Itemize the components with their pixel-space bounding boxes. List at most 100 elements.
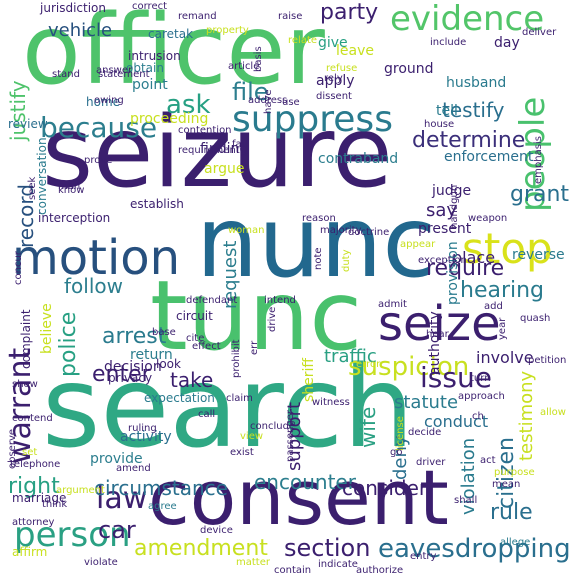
cloud-word-seize: seize: [378, 296, 501, 352]
cloud-word-dissent: dissent: [316, 91, 352, 102]
cloud-word-traffic: traffic: [324, 346, 377, 367]
cloud-word-officer: officer: [22, 0, 325, 106]
cloud-word-affirm: affirm: [12, 545, 48, 559]
cloud-word-stop: stop: [462, 224, 553, 273]
cloud-word-testimony: testimony: [516, 370, 537, 462]
cloud-word-license: license: [395, 415, 406, 451]
cloud-word-establish: establish: [130, 197, 184, 211]
cloud-word-admit: admit: [378, 299, 407, 310]
cloud-word-involve: involve: [476, 348, 534, 367]
cloud-word-show: show: [12, 379, 38, 390]
cloud-word-man: man: [58, 181, 81, 192]
cloud-word-indicate: indicate: [318, 559, 358, 570]
cloud-word-judge: judge: [432, 183, 472, 199]
cloud-word-shall: shall: [454, 495, 478, 506]
cloud-word-enter: enter: [92, 362, 151, 387]
cloud-word-device: device: [200, 525, 233, 536]
cloud-word-complaint: complaint: [19, 309, 33, 370]
cloud-word-reverse: reverse: [512, 247, 565, 263]
cloud-word-turn: turn: [470, 373, 491, 384]
cloud-word-section: section: [284, 534, 371, 562]
cloud-word-exist: exist: [230, 447, 254, 458]
cloud-word-reason: reason: [302, 213, 336, 224]
cloud-word-believe: believe: [39, 303, 55, 354]
cloud-word-seek: seek: [27, 176, 38, 200]
cloud-word-day: day: [494, 35, 520, 51]
cloud-word-agree: agree: [148, 501, 177, 512]
cloud-word-point: point: [132, 77, 168, 93]
cloud-word-authorize: authorize: [356, 565, 404, 576]
cloud-word-relate: relate: [288, 35, 318, 46]
cloud-word-privacy: privacy: [108, 371, 153, 385]
cloud-word-attorney: attorney: [12, 517, 55, 528]
cloud-word-entry: entry: [410, 551, 437, 562]
cloud-word-encounter: encounter: [254, 470, 356, 494]
cloud-word-grant: grant: [510, 182, 570, 207]
cloud-word-contention: contention: [178, 125, 232, 136]
cloud-word-conduct: conduct: [424, 412, 489, 431]
cloud-word-year: year: [497, 317, 508, 340]
cloud-word-search: search: [42, 343, 415, 473]
cloud-word-marriage: marriage: [12, 491, 67, 505]
cloud-word-argument: argument: [56, 485, 105, 496]
cloud-word-statement: statement: [98, 69, 150, 80]
cloud-word-obtain: obtain: [126, 61, 164, 75]
cloud-word-provide: provide: [90, 451, 143, 467]
cloud-word-give: give: [318, 35, 348, 51]
cloud-word-error: error: [356, 359, 381, 370]
cloud-word-determine: determine: [412, 128, 526, 153]
cloud-word-motion: motion: [12, 230, 181, 286]
cloud-word-raise: raise: [278, 11, 303, 22]
cloud-word-call: call: [198, 409, 216, 420]
cloud-word-err: err: [249, 340, 260, 355]
cloud-word-police: police: [56, 311, 81, 377]
cloud-word-quash: quash: [520, 313, 551, 324]
cloud-word-provision: provision: [445, 241, 461, 306]
cloud-word-circuit: circuit: [176, 309, 213, 323]
cloud-word-prove: prove: [84, 155, 113, 166]
cloud-word-authority: authority: [427, 311, 443, 376]
cloud-word-contend: contend: [12, 413, 53, 424]
cloud-word-petition: petition: [528, 355, 567, 366]
cloud-word-approach: approach: [458, 391, 505, 402]
cloud-word-statute: statute: [394, 392, 459, 413]
cloud-word-nunc: nunc: [196, 186, 437, 300]
cloud-word-right: right: [8, 474, 60, 499]
cloud-word-mean: mean: [492, 479, 521, 490]
cloud-word-decision: decision: [104, 359, 162, 375]
cloud-word-remand: remand: [178, 11, 217, 22]
cloud-word-think: think: [42, 499, 68, 510]
cloud-word-amend: amend: [116, 463, 151, 474]
cloud-word-majority: majority: [320, 225, 362, 236]
cloud-word-concur: concur: [13, 251, 24, 285]
cloud-word-take: take: [170, 368, 214, 392]
cloud-word-act: act: [480, 455, 496, 466]
cloud-word-article: article: [228, 61, 260, 72]
cloud-word-house: house: [424, 119, 455, 130]
cloud-word-drive: drive: [267, 306, 278, 332]
cloud-word-know: know: [58, 185, 85, 196]
cloud-word-violate: violate: [84, 557, 118, 568]
cloud-word-husband: husband: [446, 75, 507, 91]
cloud-word-base: base: [152, 327, 176, 338]
cloud-word-passenger: passenger: [285, 409, 296, 462]
cloud-word-proceeding: proceeding: [130, 111, 209, 127]
cloud-word-require: require: [426, 256, 505, 281]
cloud-word-include: include: [430, 37, 467, 48]
cloud-word-interception: interception: [38, 211, 111, 225]
cloud-word-intend: intend: [264, 295, 296, 306]
cloud-word-hearing: hearing: [460, 278, 545, 303]
cloud-word-address: address: [248, 95, 288, 106]
cloud-word-ground: ground: [384, 61, 434, 77]
cloud-word-law: law: [96, 481, 148, 516]
cloud-word-stand: stand: [52, 69, 80, 80]
cloud-word-fail: fail: [232, 139, 248, 150]
cloud-word-prohibit: prohibit: [231, 339, 242, 378]
cloud-word-evidence: evidence: [390, 0, 545, 39]
cloud-word-answer: answer: [96, 65, 133, 76]
cloud-word-sheriff: sheriff: [301, 357, 317, 402]
cloud-word-rely: rely: [324, 73, 343, 84]
cloud-word-deliver: deliver: [522, 27, 557, 38]
cloud-word-suppress: suppress: [232, 99, 393, 140]
cloud-word-tunc: tunc: [150, 260, 363, 372]
